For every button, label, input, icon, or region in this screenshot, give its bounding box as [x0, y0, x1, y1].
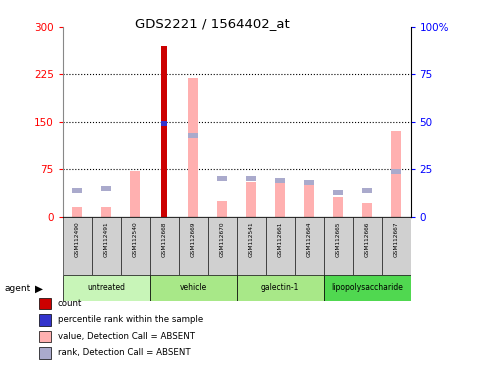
Bar [304, 180, 314, 185]
Text: untreated: untreated [87, 283, 125, 293]
Text: GSM112666: GSM112666 [365, 222, 369, 257]
Text: GSM112490: GSM112490 [75, 222, 80, 257]
Bar [295, 217, 324, 275]
Bar [130, 171, 141, 217]
Bar [237, 275, 324, 301]
Bar [333, 197, 343, 217]
Bar [161, 121, 167, 126]
Bar [304, 185, 314, 217]
Bar [382, 217, 411, 275]
Text: GSM112668: GSM112668 [162, 222, 167, 257]
Text: rank, Detection Call = ABSENT: rank, Detection Call = ABSENT [58, 348, 191, 358]
Bar [266, 217, 295, 275]
Text: vehicle: vehicle [180, 283, 207, 293]
Bar [246, 182, 256, 217]
Text: percentile rank within the sample: percentile rank within the sample [58, 315, 203, 324]
Text: agent: agent [5, 284, 31, 293]
Text: ▶: ▶ [35, 284, 43, 294]
Bar [150, 217, 179, 275]
Bar [275, 182, 285, 217]
Bar [246, 176, 256, 182]
Text: GSM112491: GSM112491 [104, 222, 109, 257]
Bar [362, 188, 372, 193]
Bar [179, 217, 208, 275]
Text: GSM112541: GSM112541 [249, 222, 254, 257]
Bar [333, 190, 343, 195]
Bar [92, 217, 121, 275]
Bar [208, 217, 237, 275]
Text: GSM112540: GSM112540 [133, 222, 138, 257]
Text: GSM112661: GSM112661 [278, 222, 283, 257]
Bar [391, 169, 401, 174]
Bar [72, 207, 82, 217]
Text: GSM112667: GSM112667 [394, 222, 398, 257]
Text: GSM112669: GSM112669 [191, 222, 196, 257]
Bar [217, 176, 227, 182]
Text: GSM112670: GSM112670 [220, 222, 225, 257]
Bar [324, 275, 411, 301]
Bar [391, 131, 401, 217]
Text: count: count [58, 299, 82, 308]
Bar [362, 203, 372, 217]
Bar [161, 46, 167, 217]
Bar [188, 133, 199, 138]
Bar [237, 217, 266, 275]
Bar [63, 275, 150, 301]
Bar [150, 275, 237, 301]
Bar [353, 217, 382, 275]
Text: value, Detection Call = ABSENT: value, Detection Call = ABSENT [58, 332, 195, 341]
Text: GSM112665: GSM112665 [336, 222, 341, 257]
Text: galectin-1: galectin-1 [261, 283, 299, 293]
Bar [63, 217, 92, 275]
Bar [121, 217, 150, 275]
Bar [101, 186, 112, 191]
Text: lipopolysaccharide: lipopolysaccharide [331, 283, 403, 293]
Bar [101, 207, 112, 217]
Bar [72, 188, 82, 193]
Bar [217, 201, 227, 217]
Text: GSM112664: GSM112664 [307, 222, 312, 257]
Bar [188, 78, 199, 217]
Bar [275, 178, 285, 184]
Text: GDS2221 / 1564402_at: GDS2221 / 1564402_at [135, 17, 290, 30]
Bar [324, 217, 353, 275]
